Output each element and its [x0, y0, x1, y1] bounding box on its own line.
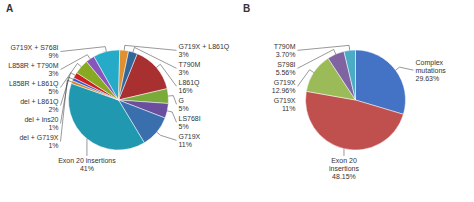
leader-line — [61, 47, 107, 52]
leader-line — [86, 139, 87, 156]
pie-slice — [94, 50, 120, 100]
slice-label: del + L861Q2% — [20, 98, 59, 113]
leader-line — [167, 111, 176, 122]
slice-label: G5% — [179, 97, 189, 112]
label-line: G — [179, 97, 184, 104]
slice-label: L858R + T790M3% — [8, 62, 58, 77]
slice-label: del + ins201% — [24, 116, 58, 131]
chart-title: A — [6, 3, 13, 14]
label-line: del + ins20 — [24, 116, 58, 123]
slice-label: G719X11% — [179, 133, 201, 148]
leader-line — [61, 63, 82, 87]
leader-line — [396, 67, 414, 70]
slices — [68, 50, 168, 150]
label-line: insertions — [329, 165, 359, 172]
pie-group: L861Q16%G5%LS768I5%G719X11%Exon 20 inser… — [8, 43, 230, 173]
slice-label: L858R + L861Q5% — [9, 80, 59, 95]
label-line: Complex — [416, 59, 444, 67]
label-line: 3% — [48, 70, 58, 77]
label-line: G719X + S768I — [10, 44, 58, 51]
label-line: 5% — [48, 88, 58, 95]
chart-svg: AL861Q16%G5%LS768I5%G719X11%Exon 20 inse… — [0, 0, 474, 202]
slice-label: L861Q16% — [179, 79, 201, 94]
label-line: 3.70% — [276, 51, 296, 58]
leader-line — [61, 73, 76, 106]
label-line: Exon 20 — [331, 157, 357, 164]
label-line: 2% — [48, 106, 58, 113]
leader-line — [133, 47, 177, 68]
pie-slice — [119, 51, 138, 100]
slice-label: Exon 20 insertions41% — [58, 157, 116, 172]
label-line: 41% — [80, 165, 94, 172]
label-line: G719X + L861Q — [179, 43, 230, 51]
leader-line — [157, 132, 177, 140]
leader-line — [168, 96, 176, 105]
label-line: T790M — [179, 61, 201, 68]
slice-label: Exon 20insertions48.15% — [329, 157, 359, 180]
label-line: mutations — [416, 67, 447, 74]
slice-label: del + G719X1% — [19, 134, 58, 149]
label-line: 5% — [179, 105, 189, 112]
label-line: del + L861Q — [20, 98, 59, 106]
slice-label: Complexmutations29.63% — [416, 59, 447, 82]
labels: Complexmutations29.63% Exon 20insertions4… — [272, 43, 447, 181]
label-line: S798I — [277, 61, 295, 68]
label-line: 5.56% — [276, 69, 296, 76]
label-line: 3% — [179, 51, 189, 58]
leader-line — [298, 70, 314, 87]
slice-label: G719X11% — [274, 97, 296, 112]
label-line: L861Q — [179, 79, 201, 87]
label-line: 9% — [48, 52, 58, 59]
label-line: del + G719X — [19, 134, 58, 141]
slice-label: T790M3.70% — [274, 43, 296, 58]
label-line: Exon 20 insertions — [58, 157, 116, 164]
leader-line — [61, 55, 91, 70]
leader-line — [124, 45, 176, 50]
label-line: G719X — [274, 79, 296, 86]
label-line: 16% — [179, 87, 193, 94]
label-line: 11% — [179, 141, 193, 148]
slice-label: LS768I5% — [179, 115, 201, 130]
labels: L861Q16%G5%LS768I5%G719X11%Exon 20 inser… — [8, 43, 230, 173]
chart-title: B — [243, 3, 250, 14]
leader-line — [343, 149, 344, 156]
pie-group: Complexmutations29.63% Exon 20insertions4… — [272, 43, 447, 181]
slices — [306, 50, 406, 150]
slice-label: G719X12.96% — [272, 79, 296, 94]
slice-label: G719X + L861Q3% — [179, 43, 230, 58]
label-line: G719X — [179, 133, 201, 140]
pie-slice — [344, 50, 356, 100]
pie-slice — [306, 91, 404, 150]
label-line: 48.15% — [332, 173, 356, 180]
label-line: 29.63% — [416, 75, 440, 82]
leader-line — [298, 45, 350, 50]
slice-label: G719X + S768I9% — [10, 44, 58, 59]
slice-label: T790M3% — [179, 61, 201, 76]
label-line: 5% — [179, 123, 189, 130]
label-line: 1% — [48, 142, 58, 149]
label-line: G719X — [274, 97, 296, 104]
slice-label: S798I5.56% — [276, 61, 296, 76]
chart-container: AL861Q16%G5%LS768I5%G719X11%Exon 20 inse… — [0, 0, 474, 202]
label-line: 3% — [179, 69, 189, 76]
label-line: LS768I — [179, 115, 201, 122]
label-line: 12.96% — [272, 87, 296, 94]
label-line: 11% — [282, 105, 296, 112]
leader-line — [298, 49, 336, 68]
label-line: 1% — [48, 124, 58, 131]
label-line: L858R + T790M — [8, 62, 58, 69]
label-line: L858R + L861Q — [9, 80, 59, 88]
leader-line — [156, 64, 176, 86]
label-line: T790M — [274, 43, 296, 50]
